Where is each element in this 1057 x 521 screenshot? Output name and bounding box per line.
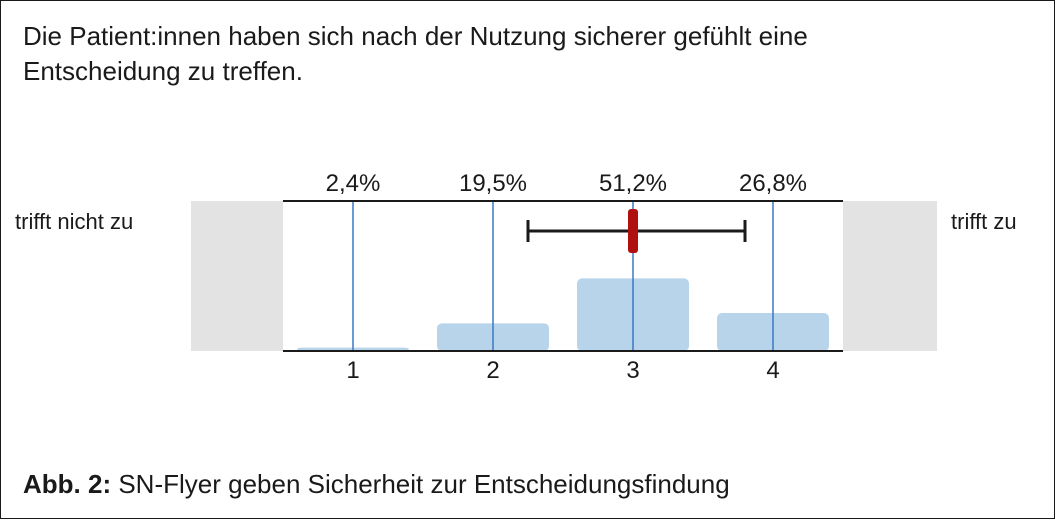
right-side-panel bbox=[843, 201, 937, 351]
tick-label-3: 3 bbox=[626, 357, 639, 384]
mean-marker bbox=[628, 209, 638, 253]
value-label-3: 51,2% bbox=[599, 170, 667, 197]
left-side-panel bbox=[191, 201, 283, 351]
right-anchor-label: trifft zu bbox=[951, 209, 1017, 234]
caption-label: Abb. 2: bbox=[23, 469, 112, 499]
left-anchor-label: trifft nicht zu bbox=[15, 209, 133, 234]
tick-label-1: 1 bbox=[346, 357, 359, 384]
tick-label-4: 4 bbox=[766, 357, 779, 384]
figure-caption: Abb. 2: SN-Flyer geben Sicherheit zur En… bbox=[23, 469, 730, 500]
value-label-2: 19,5% bbox=[459, 170, 527, 197]
value-label-1: 2,4% bbox=[326, 170, 381, 197]
statement-line-2: Entscheidung zu treffen. bbox=[23, 56, 303, 86]
statement-line-1: Die Patient:innen haben sich nach der Nu… bbox=[23, 21, 808, 51]
tick-label-2: 2 bbox=[486, 357, 499, 384]
value-label-4: 26,8% bbox=[739, 170, 807, 197]
caption-text: SN-Flyer geben Sicherheit zur Entscheidu… bbox=[118, 469, 730, 499]
statement-text: Die Patient:innen haben sich nach der Nu… bbox=[23, 19, 1023, 89]
